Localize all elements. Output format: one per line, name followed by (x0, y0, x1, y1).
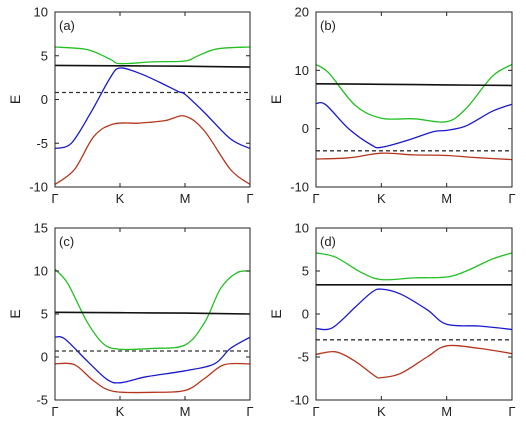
series-line-blue (55, 336, 250, 384)
y-tick-label: -10 (29, 180, 48, 195)
series-line-blue (55, 67, 250, 150)
series-line-green (316, 252, 512, 281)
series-line-red (316, 152, 512, 161)
x-tick-label: M (180, 404, 191, 419)
panel-label: (b) (320, 18, 336, 33)
series-group (316, 252, 512, 379)
y-axis-label: E (7, 309, 23, 318)
x-tick-label: M (441, 191, 452, 206)
series-line-black (55, 64, 250, 68)
y-tick-label: -5 (36, 393, 48, 408)
plot-frame (315, 11, 513, 188)
x-tick-label: M (180, 191, 191, 206)
y-tick-label: 20 (295, 5, 309, 20)
plot-frame (315, 227, 513, 401)
x-tick-label: Γ (51, 191, 58, 206)
y-axis-label: E (268, 95, 284, 104)
x-tick-label: Γ (508, 404, 515, 419)
series-line-green (55, 268, 250, 351)
series-group (316, 63, 512, 161)
series-line-red (316, 344, 512, 379)
x-tick-label: Γ (312, 404, 319, 419)
y-tick-label: 15 (34, 221, 48, 236)
panel-label: (a) (59, 18, 75, 33)
x-tick-label: Γ (51, 404, 58, 419)
x-tick-label: Γ (508, 191, 515, 206)
y-tick-label: 0 (302, 307, 309, 322)
series-line-red (55, 115, 250, 185)
x-tick-label: K (377, 404, 386, 419)
series-line-green (55, 46, 250, 65)
x-tick-label: Γ (246, 404, 253, 419)
series-line-black (55, 311, 250, 315)
y-tick-label: 10 (34, 264, 48, 279)
x-tick-label: Γ (312, 191, 319, 206)
y-tick-label: -10 (290, 393, 309, 408)
y-tick-label: 10 (34, 5, 48, 20)
y-tick-label: -5 (297, 350, 309, 365)
y-tick-label: 10 (295, 63, 309, 78)
series-line-blue (316, 288, 512, 331)
y-axis-label: E (268, 309, 284, 318)
y-tick-label: -5 (36, 136, 48, 151)
series-line-green (316, 63, 512, 123)
x-tick-label: Γ (246, 191, 253, 206)
y-tick-label: 0 (41, 350, 48, 365)
x-tick-label: K (116, 404, 125, 419)
x-tick-label: K (377, 191, 386, 206)
panel-label: (d) (320, 234, 336, 249)
y-tick-label: -10 (290, 180, 309, 195)
y-tick-label: 5 (41, 307, 48, 322)
x-tick-label: M (441, 404, 452, 419)
y-tick-label: 0 (302, 121, 309, 136)
x-tick-label: K (116, 191, 125, 206)
y-tick-label: 10 (295, 221, 309, 236)
y-tick-label: 5 (302, 264, 309, 279)
y-tick-label: 0 (41, 92, 48, 107)
series-group (55, 46, 250, 185)
y-axis-label: E (7, 95, 23, 104)
series-group (55, 268, 250, 394)
panel-label: (c) (59, 234, 74, 249)
series-line-red (55, 362, 250, 394)
series-line-blue (316, 101, 512, 149)
y-tick-label: 5 (41, 48, 48, 63)
series-line-black (316, 83, 512, 87)
plot-frame (54, 11, 251, 188)
